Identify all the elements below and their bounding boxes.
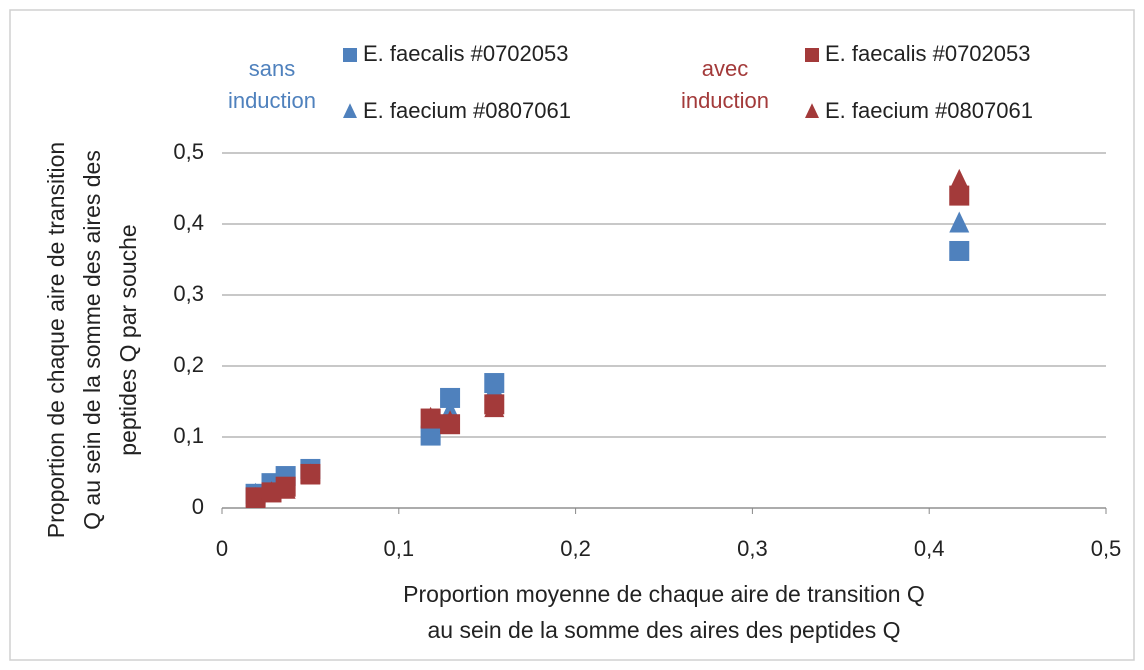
x-tick-label: 0 (216, 536, 228, 561)
legend-marker (805, 103, 819, 118)
legend-marker (343, 48, 357, 62)
legend-label: E. faecium #0807061 (363, 98, 571, 123)
legend-label: E. faecalis #0702053 (363, 41, 569, 66)
y-axis-label: peptides Q par souche (115, 224, 141, 455)
y-tick-label: 0,3 (173, 281, 204, 306)
data-point (949, 185, 970, 206)
data-point (949, 211, 970, 233)
group-annotation: sans (249, 56, 295, 81)
data-point (420, 406, 441, 428)
data-point (484, 396, 505, 418)
data-point (949, 240, 970, 261)
y-tick-label: 0 (192, 494, 204, 519)
x-tick-label: 0,5 (1091, 536, 1122, 561)
group-annotation: induction (681, 88, 769, 113)
data-point (275, 477, 296, 499)
data-point (300, 463, 321, 485)
x-tick-label: 0,3 (737, 536, 768, 561)
legend-label: E. faecium #0807061 (825, 98, 1033, 123)
y-tick-label: 0,1 (173, 423, 204, 448)
data-point (949, 168, 970, 190)
x-axis-label: Proportion moyenne de chaque aire de tra… (403, 581, 925, 607)
y-tick-label: 0,2 (173, 352, 204, 377)
group-annotation: induction (228, 88, 316, 113)
legend-marker (805, 48, 819, 62)
data-point (440, 387, 461, 408)
y-tick-label: 0,5 (173, 139, 204, 164)
data-point (440, 410, 461, 432)
x-tick-label: 0,4 (914, 536, 945, 561)
legend-marker (343, 103, 357, 118)
legend-label: E. faecalis #0702053 (825, 41, 1031, 66)
x-axis-label: au sein de la somme des aires des peptid… (427, 617, 900, 643)
x-tick-label: 0,2 (560, 536, 591, 561)
chart-frame (9, 9, 1135, 661)
y-axis-label: Q au sein de la somme des aires des (79, 150, 105, 530)
y-axis-label: Proportion de chaque aire de transition (43, 142, 69, 538)
group-annotation: avec (702, 56, 748, 81)
x-tick-label: 0,1 (384, 536, 415, 561)
data-point (484, 378, 505, 400)
data-point (245, 486, 266, 508)
y-tick-label: 0,4 (173, 210, 204, 235)
